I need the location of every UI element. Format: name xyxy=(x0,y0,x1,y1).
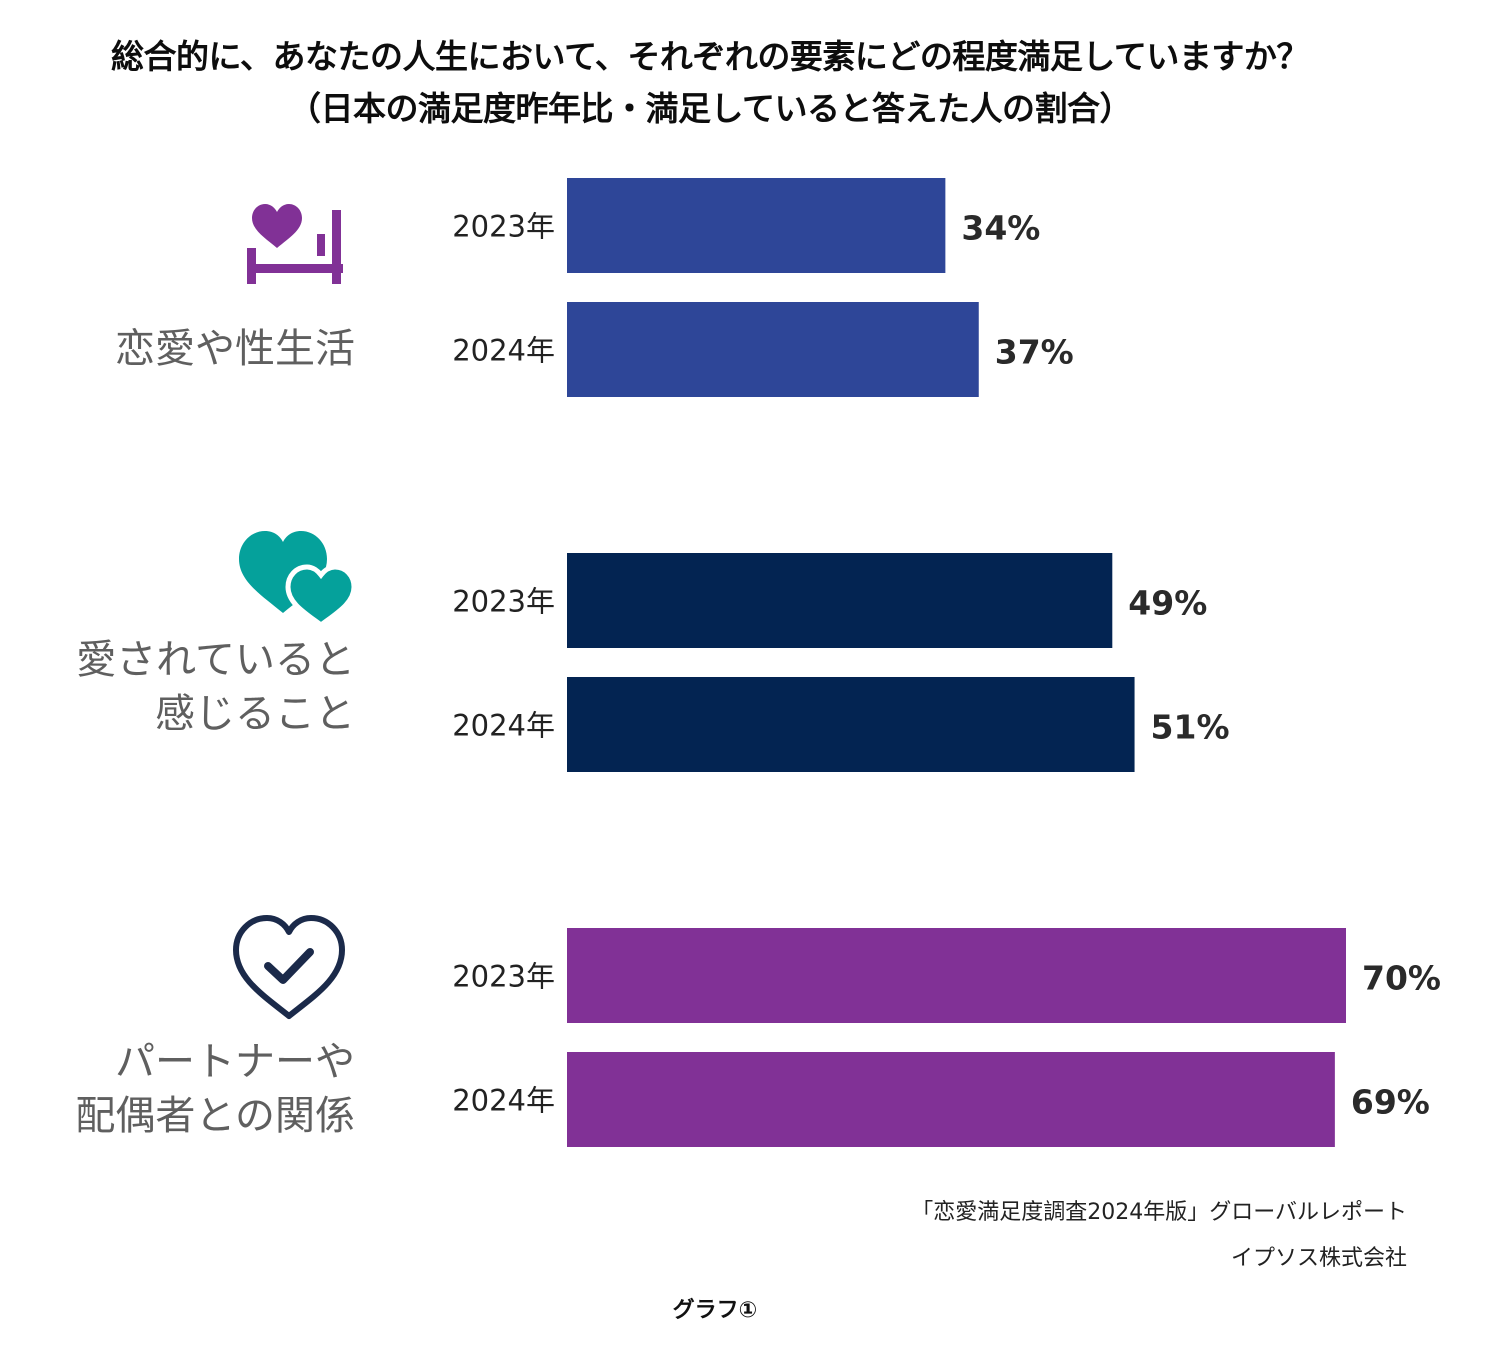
group-label-line: 恋愛や性生活 xyxy=(115,326,355,372)
bar-2-2024 xyxy=(567,677,1135,772)
heart-check-icon xyxy=(233,915,345,1019)
group-label-line: 愛されていると xyxy=(76,637,355,683)
year-label: 2023年 xyxy=(452,585,555,619)
group-label-partner-relationship: パートナーや 配偶者との関係 xyxy=(75,1035,355,1143)
value-label: 34% xyxy=(961,209,1040,248)
two-hearts-icon xyxy=(239,531,357,627)
bar-2-2023 xyxy=(567,553,1113,648)
year-label: 2023年 xyxy=(452,960,555,994)
value-label: 70% xyxy=(1362,959,1441,998)
group-label-line: 感じること xyxy=(155,691,355,737)
value-label: 51% xyxy=(1151,708,1230,747)
group-label-line: 配偶者との関係 xyxy=(75,1093,355,1139)
year-label: 2024年 xyxy=(452,334,555,368)
source-note: 「恋愛満足度調査2024年版」グローバルレポート xyxy=(911,1200,1407,1225)
value-label: 49% xyxy=(1128,584,1207,623)
year-label: 2024年 xyxy=(452,709,555,743)
graph-caption: グラフ① xyxy=(672,1298,758,1323)
group-label-romance: 恋愛や性生活 xyxy=(115,322,355,376)
year-label: 2023年 xyxy=(452,210,555,244)
chart-title: 総合的に、あなたの人生において、それぞれの要素にどの程度満足していますか？ xyxy=(111,37,1309,76)
group-label-feeling-loved: 愛されていると 感じること xyxy=(76,633,355,741)
source-publisher: イプソス株式会社 xyxy=(1230,1246,1407,1271)
value-label: 37% xyxy=(995,333,1074,372)
group-label-line: パートナーや xyxy=(115,1039,355,1085)
heart-bed-icon xyxy=(247,204,343,284)
bar-3-2023 xyxy=(567,928,1346,1023)
bar-3-2024 xyxy=(567,1052,1335,1147)
year-label: 2024年 xyxy=(452,1084,555,1118)
bar-1-2024 xyxy=(567,302,979,397)
value-label: 69% xyxy=(1351,1083,1430,1122)
chart-subtitle: （日本の満足度昨年比・満足していると答えた人の割合） xyxy=(287,89,1133,128)
bar-1-2023 xyxy=(567,178,946,273)
